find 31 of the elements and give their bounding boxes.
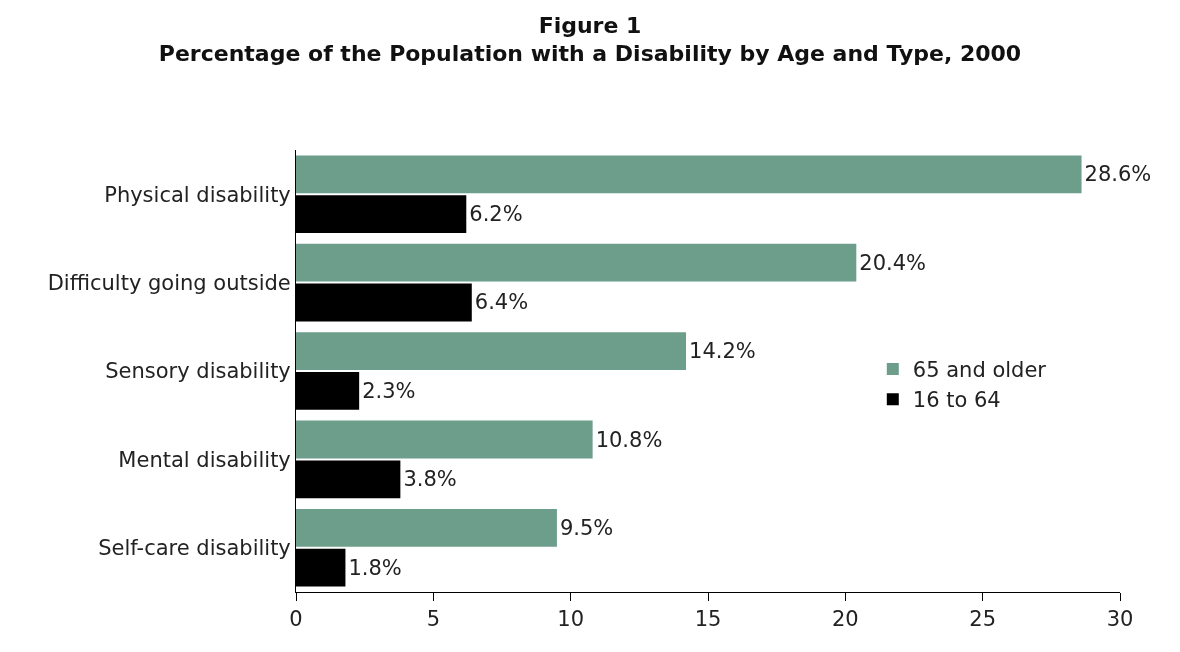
y-tick-label: Self-care disability [98, 536, 291, 561]
data-label: 28.6% [1084, 162, 1152, 187]
x-tick-label: 15 [694, 607, 722, 632]
data-label: 10.8% [595, 427, 663, 452]
data-label: 2.3% [362, 378, 416, 403]
y-tick-label: Sensory disability [105, 359, 291, 384]
bar [296, 420, 593, 459]
x-tick-label: 5 [426, 607, 441, 632]
chart-title: Figure 1 [538, 12, 642, 38]
x-tick-label: 30 [1106, 607, 1134, 632]
bar [296, 155, 1082, 194]
data-label: 6.4% [474, 290, 529, 315]
legend-label: 65 and older [912, 358, 1047, 383]
bar [296, 332, 687, 371]
bar [296, 243, 857, 282]
bar [296, 509, 557, 547]
x-tick-label: 20 [831, 607, 859, 632]
data-label: 20.4% [859, 250, 927, 275]
y-tick-label: Difficulty going outside [47, 270, 291, 295]
x-tick-label: 10 [557, 607, 585, 632]
y-tick-label: Physical disability [104, 182, 291, 207]
y-tick-label: Mental disability [118, 447, 291, 472]
data-label: 3.8% [403, 467, 457, 492]
x-tick-label: 25 [969, 607, 997, 632]
data-label: 1.8% [348, 555, 402, 580]
legend-label: 16 to 64 [912, 388, 1001, 413]
data-label: 9.5% [559, 515, 614, 540]
data-label: 14.2% [689, 339, 756, 364]
data-label: 6.2% [469, 202, 523, 227]
x-tick-label: 0 [289, 607, 303, 632]
chart-subtitle: Percentage of the Population with a Disability by Age and Type, 2000 [158, 41, 1022, 67]
